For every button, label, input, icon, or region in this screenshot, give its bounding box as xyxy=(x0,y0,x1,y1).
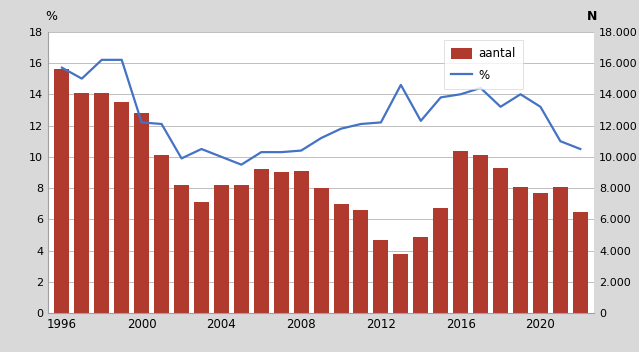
% xyxy=(576,147,584,151)
Bar xyxy=(493,168,508,313)
Bar xyxy=(533,193,548,313)
Bar xyxy=(234,185,249,313)
% xyxy=(497,105,504,109)
% xyxy=(477,86,484,90)
Bar xyxy=(154,155,169,313)
Bar xyxy=(273,172,289,313)
Text: N: N xyxy=(587,10,597,23)
% xyxy=(337,127,345,131)
Bar xyxy=(373,240,389,313)
% xyxy=(297,149,305,153)
% xyxy=(138,120,146,125)
Bar xyxy=(254,169,269,313)
Text: %: % xyxy=(45,10,58,23)
Bar xyxy=(174,185,189,313)
% xyxy=(377,120,385,125)
% xyxy=(158,122,166,126)
% xyxy=(357,122,365,126)
% xyxy=(238,163,245,167)
% xyxy=(318,136,325,140)
Bar xyxy=(553,187,568,313)
Bar xyxy=(54,69,70,313)
Bar xyxy=(573,212,588,313)
% xyxy=(98,58,105,62)
% xyxy=(517,92,525,96)
Line: %: % xyxy=(62,60,580,165)
% xyxy=(217,155,225,159)
Bar xyxy=(334,204,348,313)
Bar xyxy=(114,102,129,313)
Bar xyxy=(214,185,229,313)
% xyxy=(78,76,86,81)
% xyxy=(537,105,544,109)
Bar xyxy=(453,151,468,313)
Bar xyxy=(314,188,328,313)
Bar xyxy=(95,93,109,313)
% xyxy=(178,156,185,161)
% xyxy=(58,65,66,70)
% xyxy=(197,147,205,151)
Bar xyxy=(134,113,149,313)
Bar xyxy=(353,210,369,313)
% xyxy=(437,95,445,100)
Bar xyxy=(394,254,408,313)
Bar xyxy=(473,155,488,313)
Bar xyxy=(413,237,428,313)
% xyxy=(417,119,425,123)
Bar xyxy=(513,187,528,313)
% xyxy=(277,150,285,154)
Legend: aantal, %: aantal, % xyxy=(444,40,523,89)
% xyxy=(457,92,465,96)
Bar xyxy=(194,202,209,313)
Bar xyxy=(74,93,89,313)
% xyxy=(557,139,564,143)
% xyxy=(397,83,404,87)
% xyxy=(258,150,265,154)
Bar xyxy=(294,171,309,313)
% xyxy=(118,58,125,62)
Bar xyxy=(433,208,448,313)
